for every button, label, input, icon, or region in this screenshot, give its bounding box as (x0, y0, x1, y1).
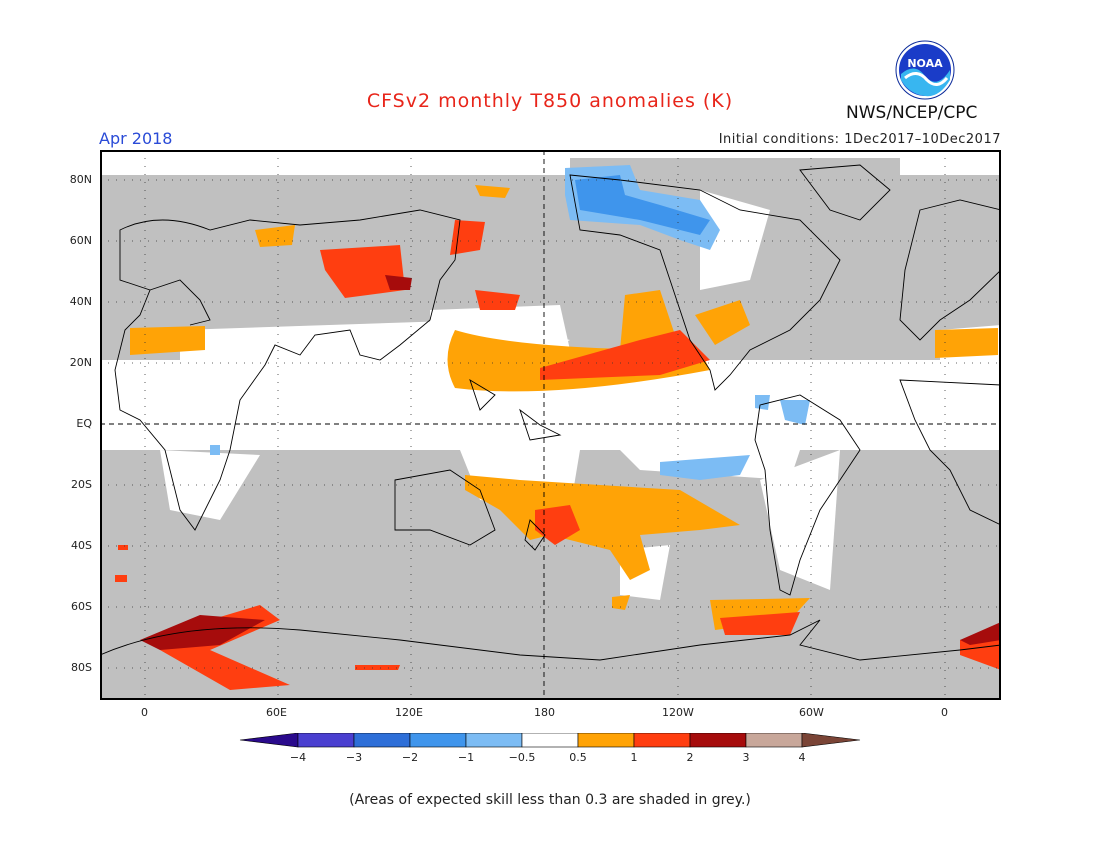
noaa-logo-text: NOAA (907, 57, 943, 70)
lat-label: 80N (69, 173, 92, 186)
lat-label: EQ (76, 417, 92, 430)
colorbar-swatch (745, 733, 803, 748)
colorbar-tick-label: 2 (687, 751, 694, 764)
latitude-axis: 80N 60N 40N 20N EQ 20S 40S 60S 80S (40, 150, 96, 700)
lon-label: 0 (141, 706, 148, 719)
lon-label: 60E (266, 706, 287, 719)
forecast-month: Apr 2018 (99, 129, 173, 148)
lat-label: 20N (69, 356, 92, 369)
coastlines (100, 164, 1001, 661)
colorbar-tick-label: −2 (402, 751, 418, 764)
lon-label: 0 (941, 706, 948, 719)
colorbar-tick-label: 1 (631, 751, 638, 764)
lat-label: 60N (69, 234, 92, 247)
colorbar-tick-label: −1 (458, 751, 474, 764)
colorbar-swatch (521, 733, 579, 748)
anomaly-map (100, 150, 1001, 700)
colorbar-swatch (633, 733, 691, 748)
map-frame (100, 150, 1001, 700)
colorbar-swatch (297, 733, 355, 748)
colorbar-tick-label: 3 (743, 751, 750, 764)
colorbar-swatch (689, 733, 747, 748)
longitude-axis: 0 60E 120E 180 120W 60W 0 (100, 706, 1001, 722)
reference-lines (100, 150, 1001, 700)
lat-label: 40S (71, 539, 92, 552)
colorbar-swatch (465, 733, 523, 748)
lat-label: 20S (71, 478, 92, 491)
colorbar-tick-label: −3 (346, 751, 362, 764)
lon-label: 180 (534, 706, 555, 719)
cool-anomaly-1 (575, 175, 710, 235)
warm-anomaly-2 (140, 275, 1001, 650)
skill-footnote: (Areas of expected skill less than 0.3 a… (349, 792, 751, 808)
lat-label: 40N (69, 295, 92, 308)
colorbar: −4 −3 −2 −1 −0.5 0.5 1 2 3 4 (239, 733, 861, 764)
lon-label: 120E (395, 706, 423, 719)
agency-label: NWS/NCEP/CPC (846, 103, 978, 123)
colorbar-swatch (409, 733, 467, 748)
colorbar-tick-label: 0.5 (569, 751, 587, 764)
colorbar-tick-label: −0.5 (509, 751, 536, 764)
lon-label: 60W (799, 706, 824, 719)
map-title: CFSv2 monthly T850 anomalies (K) (366, 90, 734, 112)
lat-label: 60S (71, 600, 92, 613)
colorbar-arrow-low (239, 733, 299, 748)
lat-label: 80S (71, 661, 92, 674)
colorbar-tick-label: −4 (290, 751, 306, 764)
colorbar-arrow-high (801, 733, 861, 748)
lon-label: 120W (662, 706, 694, 719)
colorbar-swatch (353, 733, 411, 748)
colorbar-tick-label: 4 (799, 751, 806, 764)
initial-conditions: Initial conditions: 1Dec2017–10Dec2017 (718, 132, 1001, 147)
noaa-logo: NOAA (895, 40, 955, 100)
colorbar-swatch (577, 733, 635, 748)
